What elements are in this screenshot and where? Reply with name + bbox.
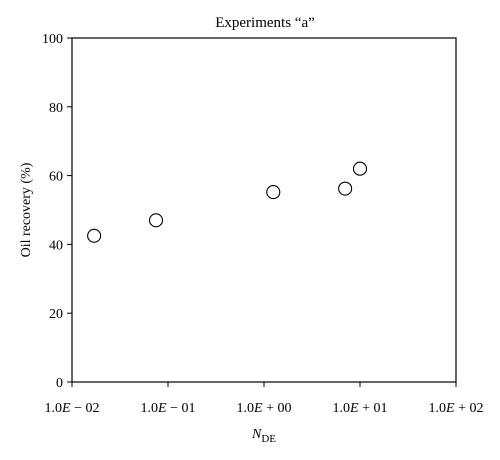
data-point: [266, 185, 281, 200]
x-tick-mantissa: 1.0: [333, 401, 351, 416]
data-points: [87, 161, 368, 243]
y-tick-label: 80: [49, 101, 63, 116]
x-tick-label: 1.0E + 02: [429, 401, 484, 416]
y-tick-label: 0: [56, 376, 63, 391]
data-point: [148, 213, 164, 228]
y-axis-label: Oil recovery (%): [19, 162, 34, 257]
y-tick-label: 100: [42, 32, 63, 47]
x-tick-label: 1.0E + 00: [237, 401, 292, 416]
x-tick-label: 1.0E − 02: [45, 401, 100, 416]
plot-frame: [71, 37, 457, 383]
x-tick-label: 1.0E − 01: [141, 401, 196, 416]
x-tick-exponent-letter: E: [61, 401, 71, 416]
x-tick-mantissa: 1.0: [45, 401, 63, 416]
x-tick-mantissa: 1.0: [141, 401, 159, 416]
y-axis-ticks: 0 20 40 60 80 100: [42, 32, 72, 391]
y-tick-label: 40: [49, 238, 63, 253]
x-tick-exponent: + 02: [455, 401, 484, 416]
x-axis-label-subscript: DE: [261, 433, 276, 445]
x-tick-label: 1.0E + 01: [333, 401, 388, 416]
x-axis-ticks: 1.0E − 02 1.0E − 01 1.0E + 00 1.0E + 01 1.0E…: [45, 382, 484, 416]
x-tick-exponent: + 00: [263, 401, 292, 416]
x-axis-label: NDE: [251, 427, 276, 445]
data-point: [87, 228, 102, 243]
data-point: [338, 181, 353, 196]
x-tick-exponent-letter: E: [253, 401, 263, 416]
y-tick-label: 20: [49, 307, 63, 322]
x-tick-mantissa: 1.0: [237, 401, 255, 416]
x-tick-exponent: + 01: [359, 401, 388, 416]
chart-title: Experiments “a”: [215, 15, 315, 31]
x-tick-exponent-letter: E: [445, 401, 455, 416]
x-tick-mantissa: 1.0: [429, 401, 447, 416]
x-tick-exponent-letter: E: [157, 401, 167, 416]
x-tick-exponent: − 01: [167, 401, 196, 416]
x-tick-exponent: − 02: [71, 401, 100, 416]
data-point: [352, 161, 368, 176]
x-tick-exponent-letter: E: [349, 401, 359, 416]
y-tick-label: 60: [49, 170, 63, 185]
x-axis-label-main: N: [251, 427, 262, 442]
